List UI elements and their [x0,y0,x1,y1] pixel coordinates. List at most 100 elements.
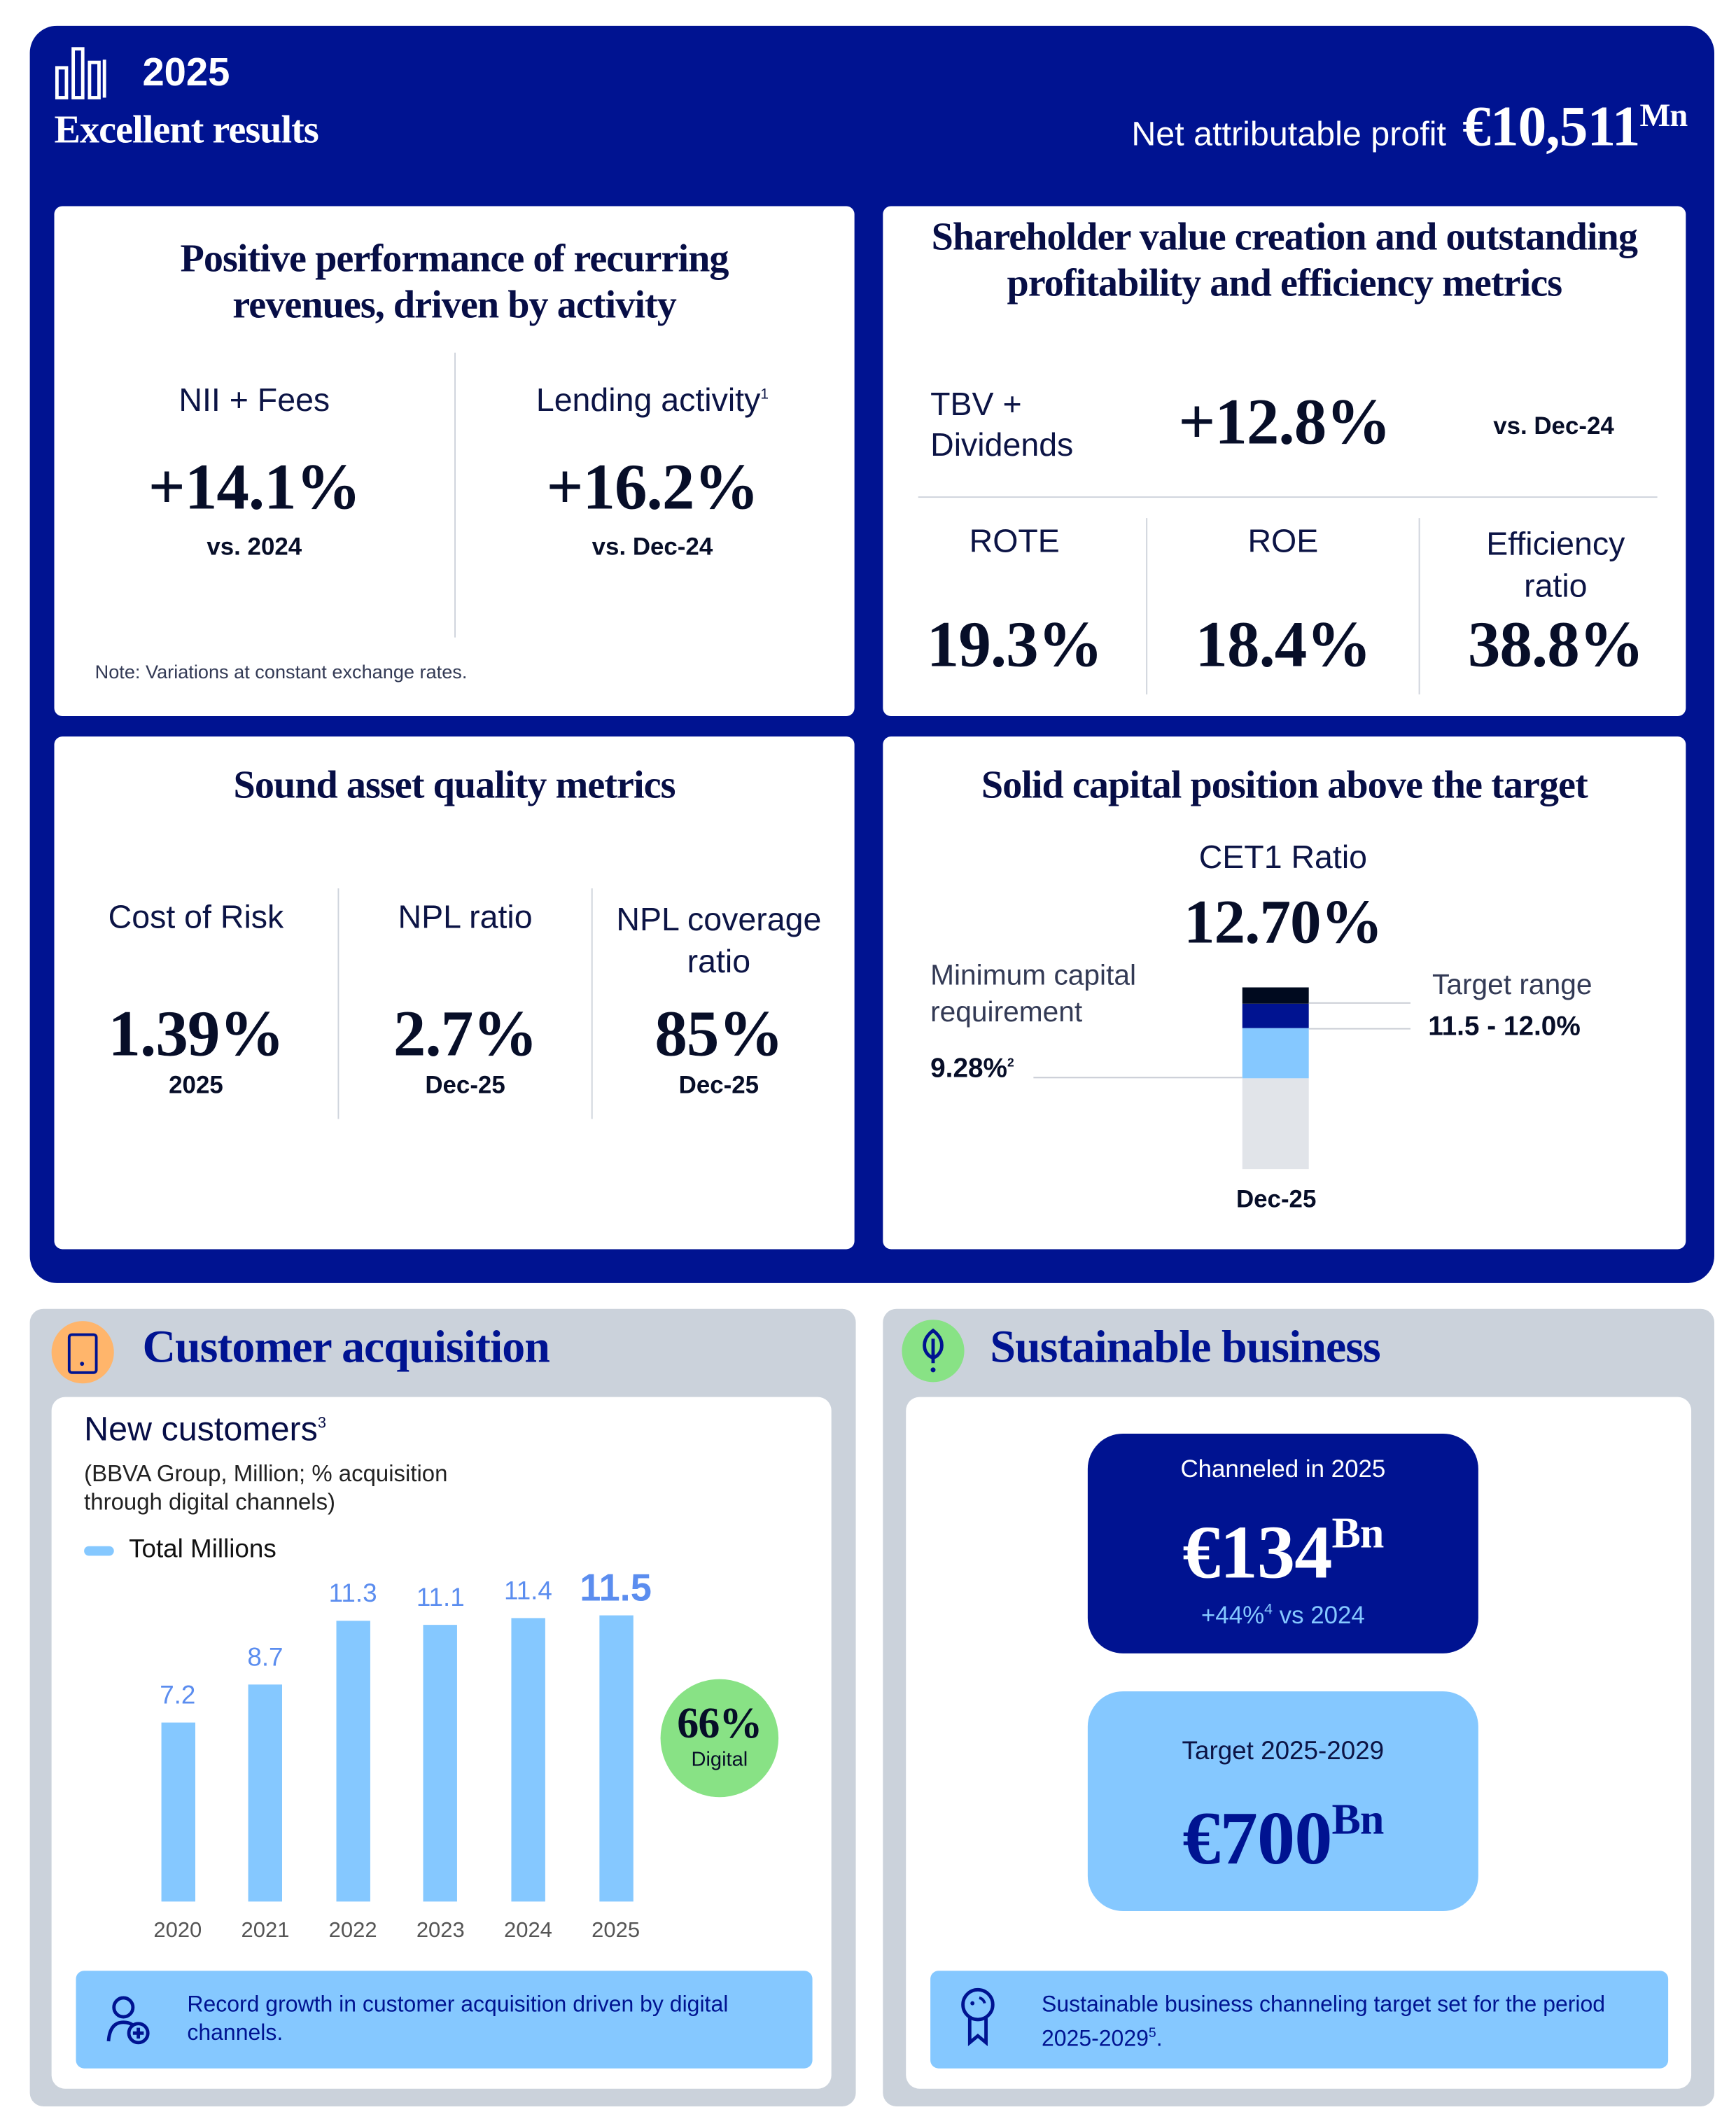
cet1-value: 12.70% [1183,887,1383,956]
metric-rote: ROTE 19.3% [883,524,1146,683]
target-line-top [1308,1002,1410,1004]
metric-value: 1.39% [108,998,285,1070]
profit-value: €10,511 [1462,96,1640,159]
metric-label: NPL coverage ratio [616,902,822,981]
x-label: Dec-25 [1236,1185,1317,1213]
revenues-card: Positive performance of recurring revenu… [54,206,855,716]
metric-sub: 2025 [169,1071,223,1099]
legend-swatch [84,1546,114,1556]
metric-value: 2.7% [393,998,538,1070]
asset-quality-card: Sound asset quality metrics Cost of Risk… [54,736,855,1250]
metric-label: NPL ratio [398,899,533,936]
growth-value: +44% [1200,1602,1265,1629]
divider [591,888,593,1119]
footnote-ref: 5 [1148,2026,1156,2041]
section-title: Customer acquisition [142,1322,550,1373]
min-capital-label: Minimum capital requirement [930,960,1137,1028]
metric-sub: vs. Dec-24 [592,533,713,561]
bar-value-label: 11.4 [503,1576,552,1606]
metric-nii-fees: NII + Fees +14.1% vs. 2024 [55,382,455,561]
profit-label: Net attributable profit [1131,115,1446,153]
metric-label: ROE [1247,523,1319,561]
chart-subtitle: (BBVA Group, Million; % acquisition thro… [84,1460,448,1516]
x-tick-label: 2023 [416,1919,465,1943]
net-profit: Net attributable profit €10,511Mn [1131,95,1688,160]
sustainable-footer: Sustainable business channeling target s… [930,1971,1669,2069]
digital-value: 66% [677,1698,762,1747]
award-ribbon-icon [961,1987,995,2047]
metric-roe: ROE 18.4% [1147,524,1419,683]
channeled-label: Channeled in 2025 [1180,1455,1386,1483]
footer-text: Record growth in customer acquisition dr… [187,1992,729,2045]
footer-text: Sustainable business channeling target s… [1042,1992,1606,2052]
target-line-bottom [1308,1028,1410,1030]
metric-cost-of-risk: Cost of Risk 1.39% 2025 [55,900,338,1100]
bar-value-label: 7.2 [160,1681,196,1710]
channeled-box: Channeled in 2025 €134Bn +44%4 vs 2024 [1087,1433,1478,1653]
smartphone-icon [51,1321,114,1384]
target-box: Target 2025-2029 €700Bn [1087,1691,1478,1911]
bar-value-label: 11.3 [328,1579,377,1609]
card-title: Sound asset quality metrics [233,763,676,807]
shareholder-card: Shareholder value creation and outstandi… [883,206,1686,716]
divider [454,352,456,638]
bar-2020 [160,1722,195,1902]
x-tick-label: 2024 [503,1919,552,1943]
divider [337,888,340,1119]
digital-label: Digital [691,1748,748,1772]
x-tick-label: 2020 [153,1919,202,1943]
legend-label: Total Millions [129,1535,276,1564]
metric-npl-ratio: NPL ratio 2.7% Dec-25 [339,900,591,1100]
user-add-icon [106,1996,150,2045]
page-title: Excellent results [54,109,319,152]
target-range-value: 11.5 - 12.0% [1428,1012,1581,1042]
metric-sub: Dec-25 [678,1071,760,1099]
footnote-ref: 3 [317,1415,327,1432]
note: Note: Variations at constant exchange ra… [94,660,468,683]
growth-suffix: vs 2024 [1272,1602,1365,1629]
bar-2021 [248,1685,283,1902]
bar-value-label: 8.7 [247,1644,284,1673]
x-tick-label: 2022 [328,1919,377,1943]
cet1-bar-to-min [1242,1028,1309,1079]
metric-label: Cost of Risk [108,899,284,936]
footnote-ref: 2 [1007,1056,1014,1070]
metric-label: Efficiency ratio [1486,526,1625,606]
bar-2024 [511,1618,545,1902]
divider [918,496,1658,498]
channeled-unit: Bn [1331,1508,1384,1558]
metric-value: 19.3% [926,608,1103,681]
min-capital-value: 9.28%2 [930,1054,1014,1084]
footnote-ref: 4 [1264,1602,1273,1618]
metric-label: ROTE [969,523,1060,561]
divider [1418,518,1420,694]
card-title: Solid capital position above the target [981,763,1588,807]
digital-badge: 66% Digital [660,1679,779,1798]
chart-title: New customers [84,1411,318,1449]
metric-label: Lending activity [536,382,761,419]
bar-2022 [335,1620,370,1902]
metric-sub: vs. 2024 [206,533,302,561]
min-line [1033,1077,1242,1079]
card-title: Shareholder value creation and outstandi… [931,216,1638,305]
profit-unit: Mn [1639,99,1688,134]
target-unit: Bn [1331,1794,1384,1844]
customer-footer: Record growth in customer acquisition dr… [76,1971,813,2069]
channeled-value: €134 [1182,1511,1332,1595]
target-range-label: Target range [1432,970,1592,1001]
year: 2025 [142,51,230,95]
leaf-icon [902,1320,965,1383]
bar-chart-icon [55,47,106,99]
bar-2023 [424,1625,458,1902]
tbv-label: TBV + Dividends [930,386,1074,464]
bar-value-label: 11.1 [416,1584,465,1614]
metric-label: NII + Fees [178,382,330,419]
cet1-bar-base [1242,1078,1309,1170]
divider [1146,518,1148,694]
tbv-value: +12.8% [1178,386,1391,459]
target-value: €700 [1182,1797,1332,1882]
section-title: Sustainable business [990,1322,1380,1373]
tbv-sub: vs. Dec-24 [1493,412,1614,440]
cet1-label: CET1 Ratio [1198,839,1368,876]
